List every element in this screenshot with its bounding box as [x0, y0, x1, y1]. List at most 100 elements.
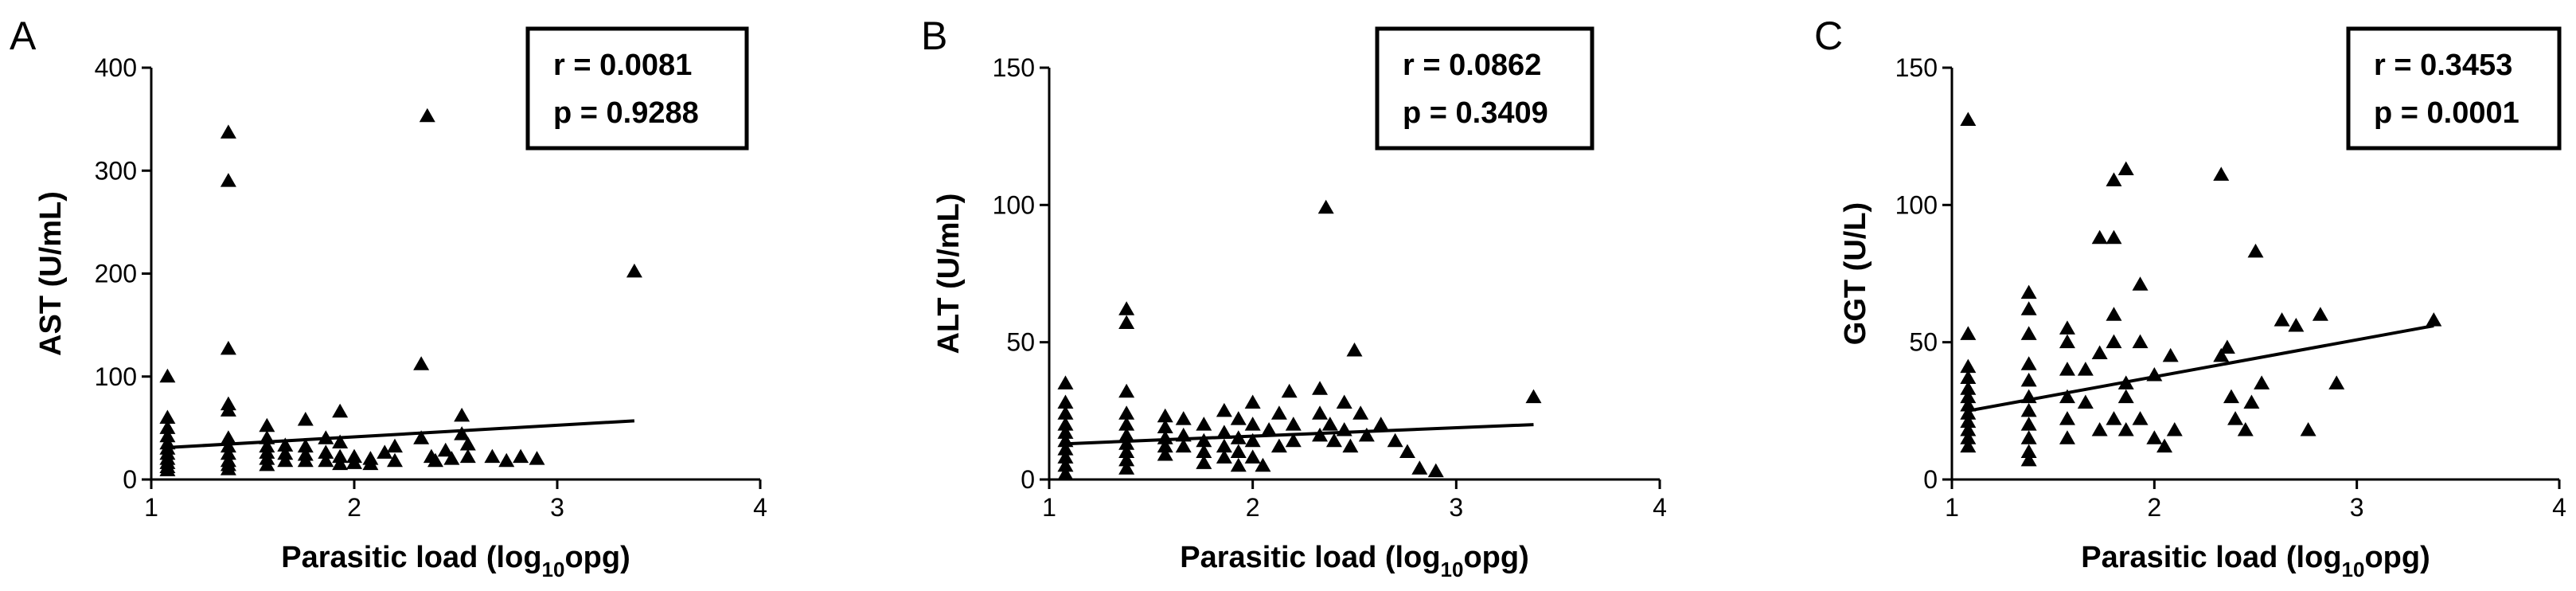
data-point: [1312, 427, 1329, 442]
data-point: [1157, 408, 1173, 423]
data-point: [2106, 229, 2122, 245]
stats-p-value: p = 0.0001: [2374, 96, 2519, 130]
data-point: [1960, 430, 1977, 444]
data-point: [259, 417, 275, 432]
data-point: [220, 445, 236, 460]
data-point: [1281, 383, 1298, 398]
stats-p-value: p = 0.9288: [553, 96, 699, 130]
data-point: [1230, 430, 1247, 444]
data-point: [1118, 417, 1135, 431]
data-point: [1270, 438, 1287, 453]
data-point: [2106, 307, 2122, 321]
data-point: [1352, 405, 1369, 420]
data-point: [1118, 301, 1135, 315]
data-point: [2091, 229, 2108, 245]
data-point: [529, 451, 545, 465]
data-point: [2106, 411, 2122, 425]
y-tick-label: 0: [1923, 465, 1938, 494]
data-point: [427, 452, 443, 468]
data-point: [1960, 112, 1977, 126]
panel-c-letter: C: [1814, 14, 1843, 58]
x-axis-title-subscript: 10: [542, 558, 565, 581]
data-point: [2020, 389, 2037, 404]
data-point: [1118, 444, 1135, 459]
y-tick-label: 150: [993, 53, 1035, 82]
x-tick-label: 4: [753, 493, 767, 522]
data-point: [362, 456, 379, 471]
data-point: [1244, 449, 1261, 464]
data-point: [2117, 421, 2134, 436]
data-point: [2300, 421, 2316, 436]
data-point: [2146, 430, 2163, 444]
data-point: [2213, 166, 2230, 181]
data-point: [2059, 334, 2075, 349]
data-point: [1342, 438, 1359, 453]
data-point: [1157, 446, 1173, 461]
data-point: [443, 451, 460, 465]
data-point: [1230, 457, 1247, 472]
data-point: [1312, 405, 1329, 420]
y-axis-title: AST (U/mL): [34, 191, 68, 356]
data-point: [1399, 444, 1415, 459]
data-point: [1960, 381, 1977, 395]
data-point: [1196, 455, 1212, 469]
data-point: [454, 426, 470, 440]
data-point: [387, 452, 403, 468]
data-point: [1118, 436, 1135, 450]
data-point: [1118, 427, 1135, 442]
data-point: [220, 438, 236, 453]
data-point: [1057, 466, 1074, 480]
y-tick-label: 0: [123, 465, 137, 494]
data-point: [318, 430, 334, 444]
data-point: [2059, 362, 2075, 376]
data-point: [1057, 457, 1074, 472]
x-tick-label: 1: [1945, 493, 1959, 522]
regression-line: [167, 419, 635, 449]
data-point: [1175, 411, 1192, 425]
data-point: [626, 263, 642, 278]
data-point: [1336, 421, 1352, 436]
data-point: [159, 409, 176, 424]
data-point: [2059, 411, 2075, 425]
data-point: [1387, 432, 1403, 448]
data-point: [1255, 457, 1271, 472]
stats-r-value: r = 0.0862: [1403, 49, 1541, 82]
y-tick-label: 50: [1909, 328, 1938, 357]
data-point: [297, 452, 314, 468]
data-point: [277, 437, 294, 452]
data-point: [1118, 383, 1135, 398]
data-point: [297, 412, 314, 426]
data-point: [2059, 320, 2075, 335]
data-point: [413, 430, 430, 444]
stats-box: [2346, 26, 2562, 151]
data-point: [2091, 345, 2108, 359]
data-point: [2227, 411, 2244, 425]
data-point: [1175, 427, 1192, 442]
data-point: [1118, 452, 1135, 467]
data-point: [159, 428, 176, 443]
data-point: [1346, 342, 1363, 357]
data-point: [318, 452, 334, 468]
data-point: [1057, 449, 1074, 464]
data-point: [1057, 375, 1074, 389]
data-point: [220, 173, 236, 187]
data-point: [2091, 421, 2108, 436]
data-point: [2059, 389, 2075, 404]
data-point: [220, 340, 236, 355]
data-point: [1057, 405, 1074, 420]
x-tick-label: 1: [144, 493, 158, 522]
data-point: [1960, 326, 1977, 340]
data-point: [459, 448, 476, 464]
data-point: [1244, 432, 1261, 448]
data-point: [2020, 402, 2037, 417]
data-point: [1960, 438, 1977, 453]
data-point: [377, 444, 393, 459]
data-point: [2132, 411, 2149, 425]
regression-line: [1967, 324, 2434, 413]
y-tick-label: 50: [1006, 328, 1035, 357]
data-point: [2237, 421, 2254, 436]
y-tick-label: 300: [95, 156, 137, 185]
data-point: [1427, 463, 1444, 478]
data-point: [1230, 411, 1247, 425]
y-axis-title: GGT (U/L): [1839, 202, 1872, 345]
